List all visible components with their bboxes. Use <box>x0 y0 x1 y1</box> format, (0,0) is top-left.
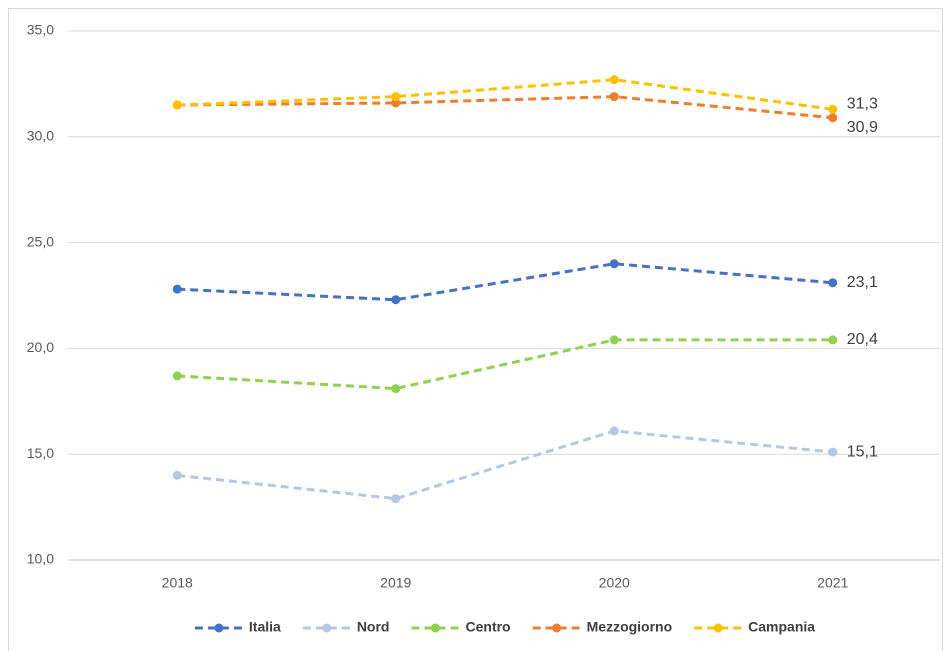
x-tick-label: 2020 <box>599 575 630 591</box>
y-tick-label: 15,0 <box>27 445 54 461</box>
data-point <box>172 470 182 480</box>
data-point <box>391 384 401 394</box>
data-point <box>828 335 838 345</box>
x-tick-label: 2019 <box>380 575 411 591</box>
data-point <box>828 104 838 114</box>
data-point <box>609 259 619 269</box>
data-point <box>828 447 838 457</box>
data-point <box>172 371 182 381</box>
legend-marker <box>713 623 723 633</box>
y-tick-label: 30,0 <box>27 128 54 144</box>
legend: Italia Nord Centro Mezzogiorno Campania <box>194 619 815 635</box>
data-point <box>172 100 182 110</box>
series-line <box>177 262 833 302</box>
data-point <box>391 494 401 504</box>
data-point <box>609 426 619 436</box>
data-point <box>391 92 401 102</box>
data-point <box>391 98 401 108</box>
data-label: 15,1 <box>847 443 878 460</box>
legend-label: Nord <box>357 619 390 635</box>
x-tick-label: 2021 <box>817 575 848 591</box>
data-point <box>609 335 619 345</box>
data-point <box>391 295 401 305</box>
data-point <box>828 278 838 288</box>
data-point <box>609 92 619 102</box>
data-point <box>609 75 619 85</box>
series-line <box>177 429 833 501</box>
legend-marker <box>214 623 224 633</box>
legend-label: Centro <box>465 619 510 635</box>
legend-label: Mezzogiorno <box>587 619 673 635</box>
data-label: 23,1 <box>847 274 878 291</box>
chart-border <box>8 8 943 651</box>
legend-marker <box>552 623 562 633</box>
legend-label: Italia <box>249 619 281 635</box>
legend-label: Campania <box>748 619 815 635</box>
data-point <box>828 113 838 123</box>
y-tick-label: 25,0 <box>27 233 54 249</box>
data-label: 20,4 <box>847 331 878 348</box>
data-point <box>172 284 182 294</box>
data-label: 31,3 <box>847 96 878 113</box>
y-tick-label: 10,0 <box>27 551 54 567</box>
data-label: 30,9 <box>847 119 878 136</box>
y-tick-label: 35,0 <box>27 22 54 38</box>
legend-marker <box>430 623 440 633</box>
x-tick-label: 2018 <box>162 575 193 591</box>
legend-marker <box>322 623 332 633</box>
series-line <box>177 338 833 391</box>
series-line <box>177 78 833 111</box>
series-line <box>177 95 833 120</box>
y-tick-label: 20,0 <box>27 339 54 355</box>
